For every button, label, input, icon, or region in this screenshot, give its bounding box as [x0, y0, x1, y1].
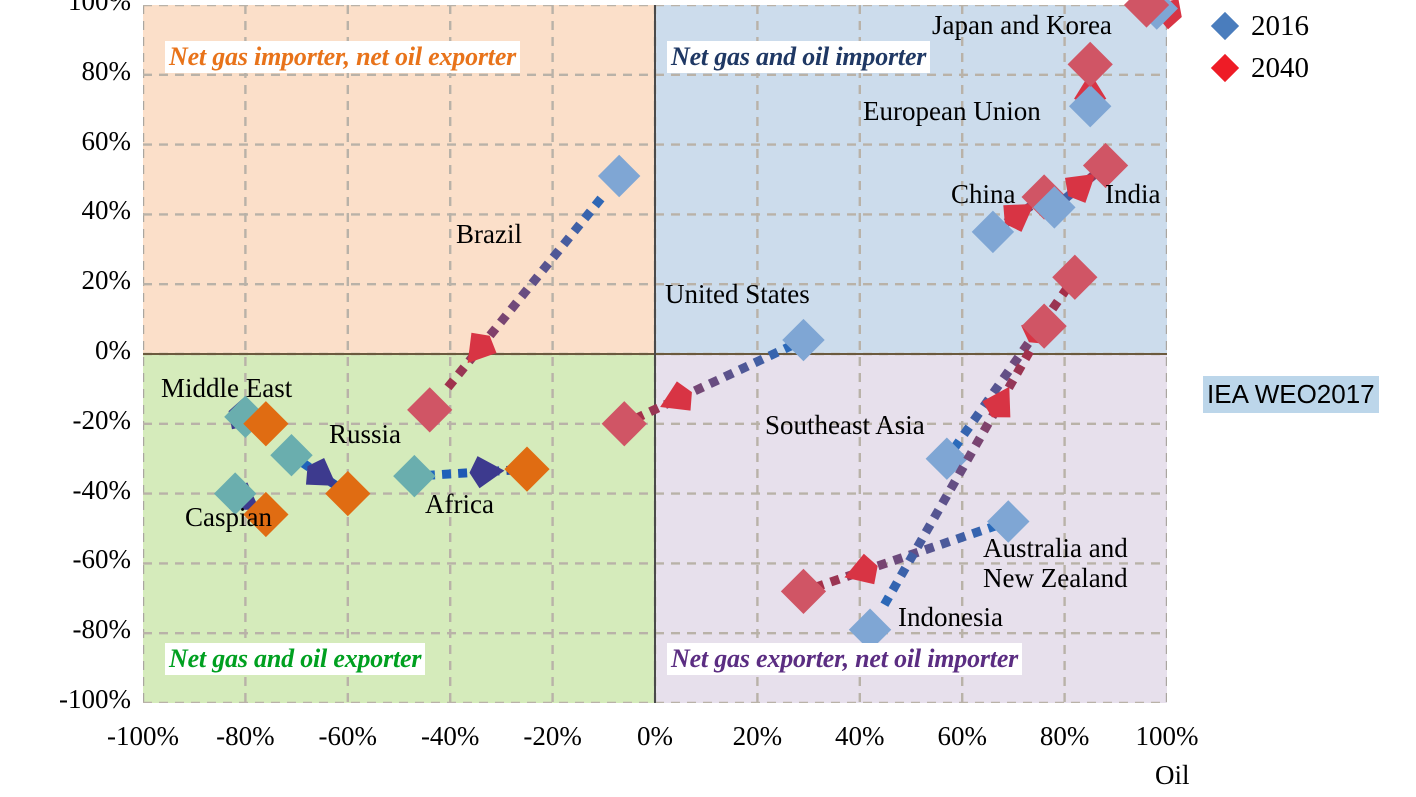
legend: 2016 2040: [1210, 5, 1309, 89]
y-tick-100: 100%: [68, 0, 131, 16]
x-tick-40: 40%: [835, 721, 885, 751]
point-label-australia-and-new-zealand: Australia and New Zealand: [983, 533, 1128, 593]
series-arrow-india: [1033, 142, 1129, 229]
legend-label: 2016: [1251, 9, 1309, 42]
y-tick--20: -20%: [72, 404, 131, 435]
legend-item-2040[interactable]: 2040: [1210, 47, 1309, 89]
zero-line-vertical: [654, 5, 656, 703]
point-label-european-union: European Union: [863, 96, 1041, 126]
x-tick--40: -40%: [420, 721, 480, 751]
point-label-japan-and-korea: Japan and Korea: [932, 10, 1112, 40]
x-tick-20: 20%: [732, 721, 783, 751]
legend-item-2016[interactable]: 2016: [1210, 5, 1309, 47]
y-tick-0: 0%: [95, 335, 131, 365]
legend-label: 2040: [1251, 51, 1309, 84]
source-badge: IEA WEO2017: [1203, 376, 1379, 413]
series-arrow-australia-and-new-zealand: [780, 500, 1030, 614]
point-label-caspian: Caspian: [185, 502, 272, 532]
x-tick-100: 100%: [1135, 721, 1199, 751]
point-label-line: Australia and: [983, 533, 1128, 563]
y-tick--60: -60%: [72, 544, 131, 575]
y-tick--100: -100%: [59, 684, 131, 714]
legend-diamond-icon: [1210, 53, 1240, 83]
point-label-middle-east: Middle East: [161, 373, 293, 403]
point-label-india: India: [1105, 179, 1161, 209]
series-arrow-european-union: [1067, 41, 1113, 128]
x-tick-80: 80%: [1039, 721, 1090, 751]
point-label-brazil: Brazil: [456, 219, 522, 249]
point-label-africa: Africa: [425, 489, 494, 519]
point-label-china: China: [951, 179, 1016, 209]
x-tick--80: -80%: [216, 721, 275, 751]
quadrant-caption-bottom-right: Net gas exporter, net oil importer: [667, 643, 1023, 675]
point-label-indonesia: Indonesia: [898, 602, 1003, 632]
y-tick--40: -40%: [72, 474, 131, 505]
data-series-layer: [213, 0, 1182, 651]
series-arrow-japan-and-korea: [1123, 0, 1182, 30]
quadrant-caption-bottom-left: Net gas and oil exporter: [165, 643, 426, 675]
y-tick-80: 80%: [81, 55, 132, 86]
series-arrow-indonesia: [848, 303, 1067, 651]
x-tick--60: -60%: [318, 721, 378, 751]
y-tick--80: -80%: [72, 614, 131, 645]
x-tick-0: 0%: [637, 721, 673, 751]
point-label-russia: Russia: [329, 419, 402, 449]
x-tick-60: 60%: [937, 721, 987, 751]
quadrant-caption-top-left: Net gas importer, net oil exporter: [165, 41, 521, 73]
x-tick--100: -100%: [107, 721, 179, 751]
series-arrow-russia: [270, 433, 371, 517]
point-label-line: New Zealand: [983, 563, 1128, 594]
x-tick--20: -20%: [523, 721, 582, 751]
y-tick-60: 60%: [81, 125, 132, 156]
x-axis-title: Oil: [1155, 760, 1190, 790]
series-arrow-southeast-asia: [925, 254, 1098, 480]
quadrant-caption-top-right: Net gas and oil importer: [667, 41, 931, 73]
point-label-southeast-asia: Southeast Asia: [765, 410, 925, 440]
point-label-united-states: United States: [665, 279, 810, 309]
y-tick-20: 20%: [81, 265, 132, 296]
series-arrow-middle-east: [224, 395, 289, 447]
y-tick-40: 40%: [81, 195, 132, 226]
series-arrow-caspian: [213, 472, 289, 538]
legend-diamond-icon: [1210, 11, 1240, 41]
series-arrow-brazil: [407, 154, 641, 433]
plot-area: Net gas importer, net oil exporter Net ga…: [143, 0, 1182, 703]
